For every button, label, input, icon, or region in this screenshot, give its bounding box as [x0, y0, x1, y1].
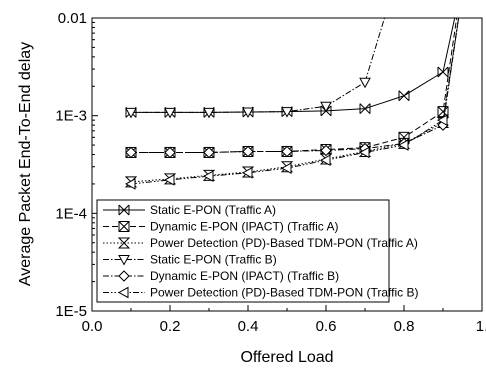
y-axis-title: Average Packet End-To-End delay [17, 42, 34, 286]
data-point-s4-4 [242, 107, 254, 119]
y-tick-label: 1E-4 [55, 205, 87, 222]
legend-label-1: Static E-PON (Traffic A) [150, 203, 276, 217]
y-tick-label: 1E-5 [55, 303, 87, 320]
series-1 [125, 18, 456, 118]
data-point-s6-6 [319, 154, 331, 167]
data-point-s5-4 [242, 145, 254, 158]
legend-marker-5 [118, 270, 130, 282]
data-point-s5-6 [320, 144, 332, 157]
x-tick-label: 0.8 [394, 318, 415, 335]
legend-label-2: Dynamic E-PON (IPACT) (Traffic A) [150, 220, 338, 234]
data-point-s6-7 [358, 146, 370, 159]
legend-box [96, 199, 390, 303]
tick-layer: 0.0 0.2 0.4 0.6 0.8 1. 1E-5 1E-4 1E-3 0.01 [55, 10, 486, 335]
data-point-s6-4 [241, 166, 253, 179]
x-tick-label: 0.6 [316, 318, 337, 335]
data-point-s4-2 [164, 107, 176, 119]
x-tick-label: 0.2 [160, 318, 181, 335]
series-layer [124, 18, 460, 190]
data-point-s4-5 [281, 107, 293, 118]
y-tick-label: 1E-3 [55, 108, 87, 125]
data-point-s5-1 [125, 146, 137, 159]
y-tick-label: 0.01 [58, 10, 87, 27]
data-point-s5-3 [203, 146, 215, 159]
series-3 [124, 18, 460, 188]
data-point-s6-3 [202, 170, 214, 183]
legend-marker-2 [118, 221, 130, 232]
legend-marker-6 [117, 286, 129, 299]
series-4 [125, 18, 385, 119]
x-tick-label: 0.4 [238, 318, 259, 335]
data-point-s4-1 [125, 107, 137, 119]
legend-marker-1 [118, 204, 130, 216]
data-point-s4-6 [320, 101, 332, 113]
data-point-s5-2 [164, 146, 176, 159]
x-axis-title: Offered Load [240, 349, 333, 366]
legend: Static E-PON (Traffic A) Dynamic E-PON (I… [96, 199, 419, 303]
data-point-s6-2 [163, 174, 175, 186]
legend-label-4: Static E-PON (Traffic B) [150, 253, 277, 267]
legend-label-6: Power Detection (PD)-Based TDM-PON (Traf… [150, 286, 419, 300]
legend-marker-3 [117, 237, 131, 249]
data-point-s6-9 [436, 114, 448, 126]
series-line-3 [130, 18, 460, 183]
legend-marker-4 [118, 255, 130, 266]
data-point-s6-5 [280, 162, 292, 175]
data-point-s4-7 [359, 77, 371, 89]
series-line-5 [131, 18, 460, 153]
legend-label-3: Power Detection (PD)-Based TDM-PON (Traf… [150, 236, 418, 250]
legend-label-5: Dynamic E-PON (IPACT) (Traffic B) [150, 269, 339, 283]
data-point-s1-8 [398, 90, 410, 102]
series-2 [125, 18, 458, 158]
x-tick-label: 1. [476, 318, 486, 335]
data-point-s1-7 [359, 103, 371, 114]
series-line-4 [131, 18, 385, 113]
data-point-s6-8 [397, 139, 409, 151]
series-6 [124, 18, 460, 190]
data-point-s6-1 [124, 178, 136, 190]
x-tick-label: 0.0 [82, 318, 103, 335]
data-point-s4-3 [203, 107, 215, 119]
series-line-6 [130, 18, 460, 185]
data-point-s5-5 [281, 145, 293, 158]
data-point-s1-9 [437, 66, 449, 78]
